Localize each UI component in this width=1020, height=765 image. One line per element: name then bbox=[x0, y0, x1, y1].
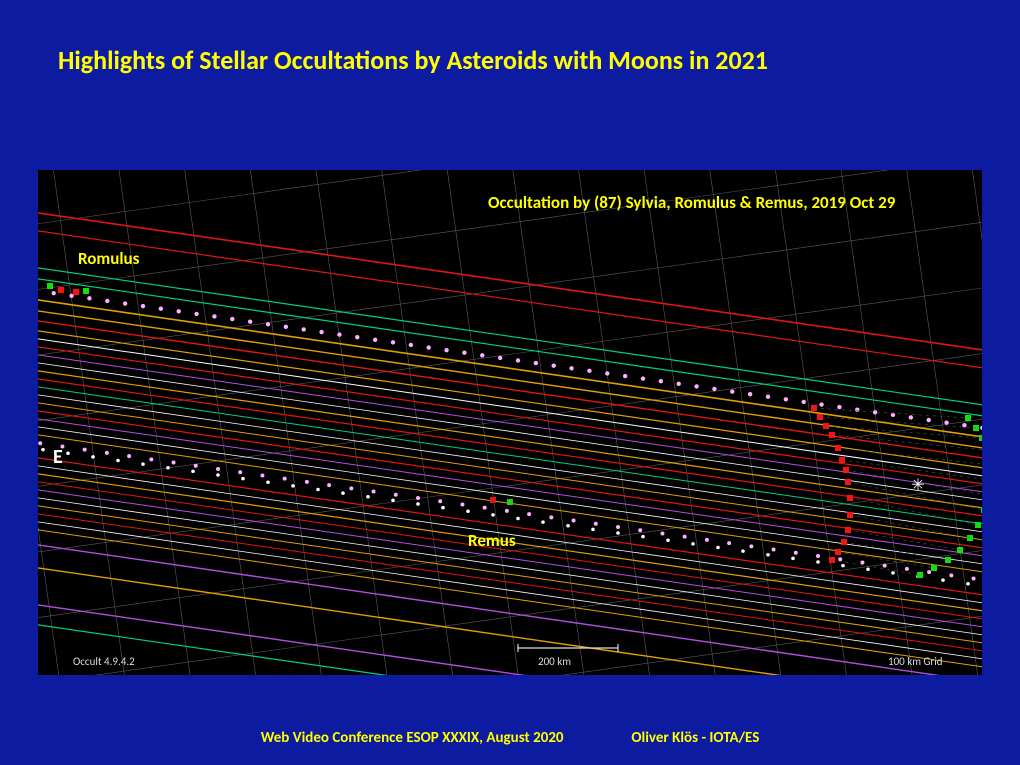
chart-label-software: Occult 4.9.4.2 bbox=[73, 655, 135, 668]
slide-footer: Web Video Conference ESOP XXXIX, August … bbox=[0, 729, 1020, 747]
chart-label-east: E bbox=[53, 445, 63, 469]
slide: Highlights of Stellar Occultations by As… bbox=[0, 0, 1020, 765]
slide-title: Highlights of Stellar Occultations by As… bbox=[58, 44, 768, 76]
chart-label-scale: 200 km bbox=[538, 655, 571, 668]
footer-author: Oliver Klös - IOTA/ES bbox=[631, 729, 759, 747]
occultation-chart: ✳ Occultation by (87) Sylvia, Romulus & … bbox=[38, 170, 982, 675]
chart-label-romulus: Romulus bbox=[78, 248, 139, 269]
chart-label-gridlabel: 100 km Grid bbox=[888, 655, 943, 668]
chart-svg: ✳ bbox=[38, 170, 982, 675]
chart-label-remus: Remus bbox=[468, 530, 516, 551]
chart-label-subtitle: Occultation by (87) Sylvia, Romulus & Re… bbox=[488, 192, 895, 213]
footer-conference: Web Video Conference ESOP XXXIX, August … bbox=[261, 729, 564, 747]
svg-text:✳: ✳ bbox=[911, 476, 924, 495]
